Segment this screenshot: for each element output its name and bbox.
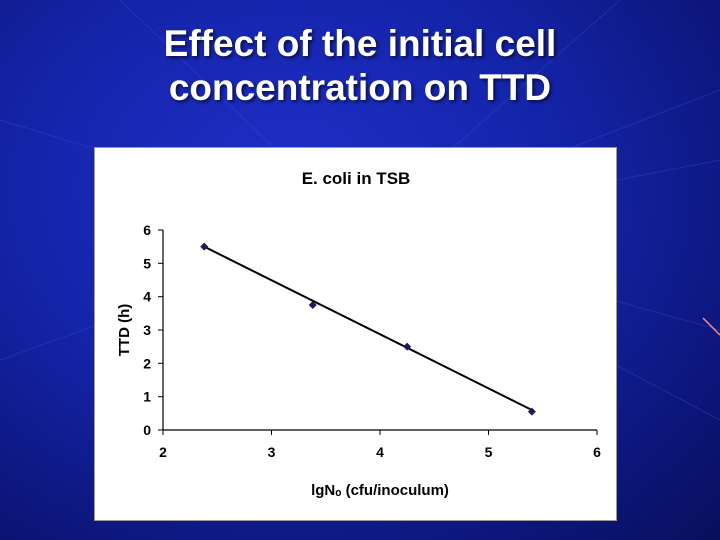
data-point	[403, 342, 412, 351]
slide-title-line-2: concentration on TTD	[168, 67, 552, 108]
trendline	[203, 245, 533, 411]
x-tick-label: 3	[268, 444, 276, 460]
y-tick-label: 1	[143, 389, 151, 405]
y-tick-label: 2	[143, 355, 151, 371]
y-tick-label: 0	[143, 422, 151, 438]
chart-panel: E. coli in TSB TTD (h) lgNₒ (cfu/inoculu…	[94, 147, 617, 521]
y-tick-label: 4	[143, 289, 151, 305]
y-tick-label: 3	[143, 322, 151, 338]
data-point	[527, 407, 536, 416]
x-axis-label: lgNₒ (cfu/inoculum)	[311, 482, 449, 499]
y-tick-label: 5	[143, 255, 151, 271]
slide-title: Effect of the initial cell concentration…	[0, 22, 720, 110]
trendline-group	[203, 245, 533, 411]
scatter-chart: E. coli in TSB TTD (h) lgNₒ (cfu/inoculu…	[116, 169, 601, 499]
y-tick-label: 6	[143, 222, 151, 238]
data-point	[308, 301, 317, 309]
x-tick-label: 2	[159, 444, 167, 460]
accent-ray	[702, 317, 720, 336]
x-tick-label: 4	[376, 444, 384, 460]
x-tick-label: 5	[485, 444, 493, 460]
data-points	[200, 242, 536, 416]
chart-title: E. coli in TSB	[302, 169, 411, 188]
x-tick-label: 6	[593, 444, 601, 460]
y-axis-label: TTD (h)	[116, 304, 133, 356]
axes: 0 1 2 3 4 5 6 2 3 4 5 6	[143, 222, 601, 460]
data-point	[200, 242, 209, 251]
slide-title-line-1: Effect of the initial cell	[163, 23, 557, 64]
